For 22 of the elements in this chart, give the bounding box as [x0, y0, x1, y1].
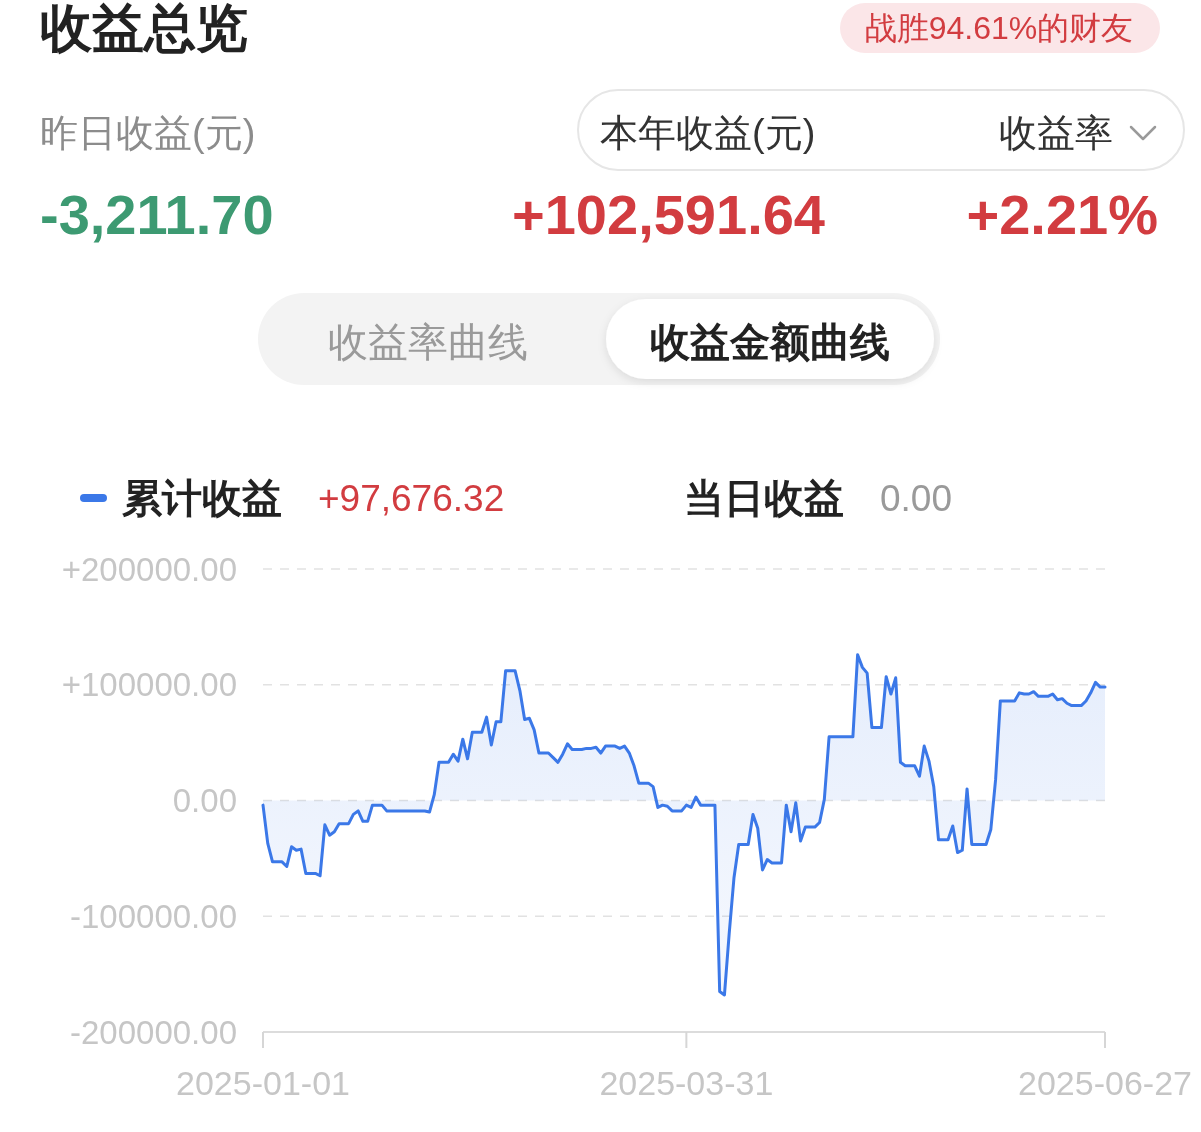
x-tick-label: 2025-01-01 — [176, 1064, 350, 1102]
annotation: 收益率 — [999, 112, 1113, 154]
legend-label: 累计收益 — [122, 476, 282, 520]
y-tick-label: +100000.00 — [61, 666, 237, 704]
annotation: +102,591.64 — [512, 182, 825, 246]
x-tick-label: 2025-03-31 — [599, 1064, 774, 1102]
annotation: 收益率曲线 — [328, 320, 528, 364]
y-tick-label: +200000.00 — [61, 550, 237, 588]
title: 收益总览 — [40, 0, 248, 57]
y-tick-label: -100000.00 — [70, 897, 237, 935]
annotation: 昨日收益(元) — [40, 112, 256, 154]
annotation: +2.21% — [966, 182, 1158, 246]
annotation: -3,211.70 — [40, 182, 274, 246]
annotation: +97,676.32 — [318, 477, 505, 519]
y-tick-label: -200000.00 — [70, 1013, 237, 1051]
annotation: 本年收益(元) — [600, 112, 816, 154]
annotation: 0.00 — [880, 477, 952, 519]
annotation: 战胜94.61%的财友 — [840, 3, 1160, 53]
annotation: 当日收益 — [684, 476, 844, 520]
x-tick-label: 2025-06-27 — [1018, 1064, 1192, 1102]
annotation: 收益金额曲线 — [650, 320, 890, 364]
y-tick-label: 0.00 — [172, 782, 237, 819]
